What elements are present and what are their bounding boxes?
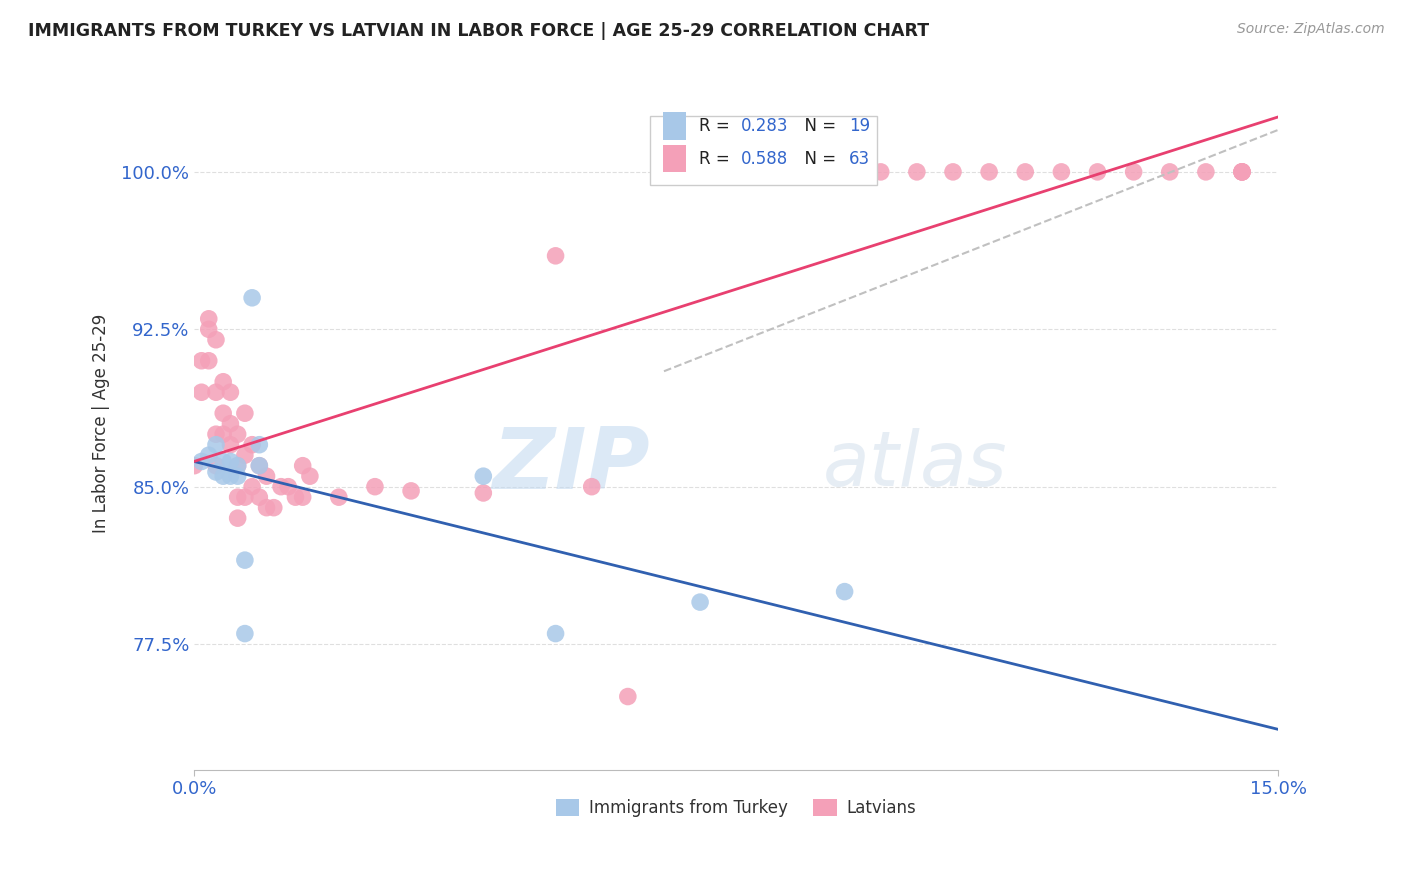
Text: ZIP: ZIP <box>492 424 650 507</box>
Text: 63: 63 <box>849 150 870 168</box>
Text: IMMIGRANTS FROM TURKEY VS LATVIAN IN LABOR FORCE | AGE 25-29 CORRELATION CHART: IMMIGRANTS FROM TURKEY VS LATVIAN IN LAB… <box>28 22 929 40</box>
Legend: Immigrants from Turkey, Latvians: Immigrants from Turkey, Latvians <box>550 792 922 824</box>
Point <box>797 165 820 179</box>
Point <box>364 480 387 494</box>
Text: R =: R = <box>699 150 735 168</box>
Point <box>544 249 567 263</box>
Point <box>183 458 205 473</box>
Point <box>205 333 228 347</box>
Point <box>233 626 256 640</box>
Point <box>834 165 856 179</box>
Point <box>291 458 314 473</box>
Point <box>212 469 235 483</box>
Point <box>1087 165 1109 179</box>
Point <box>1230 165 1253 179</box>
Point <box>197 353 219 368</box>
Text: N =: N = <box>793 117 841 135</box>
Point <box>233 406 256 420</box>
Point <box>247 458 270 473</box>
Point <box>263 500 285 515</box>
Point <box>219 469 242 483</box>
Point <box>270 480 292 494</box>
Point <box>219 417 242 431</box>
Text: R =: R = <box>699 117 735 135</box>
Point <box>761 165 783 179</box>
Point <box>1050 165 1073 179</box>
Point <box>226 469 249 483</box>
Point <box>1230 165 1253 179</box>
Point <box>544 626 567 640</box>
Point <box>212 427 235 442</box>
Point <box>190 454 212 468</box>
Text: N =: N = <box>793 150 841 168</box>
Text: atlas: atlas <box>823 428 1008 502</box>
Point <box>240 291 263 305</box>
Point <box>205 458 228 473</box>
Bar <box>662 145 686 172</box>
Bar <box>662 112 686 140</box>
Point <box>284 490 307 504</box>
FancyBboxPatch shape <box>650 116 877 185</box>
Point <box>581 480 603 494</box>
Point <box>233 553 256 567</box>
Point <box>247 490 270 504</box>
Point <box>205 427 228 442</box>
Text: 0.283: 0.283 <box>741 117 787 135</box>
Point <box>869 165 891 179</box>
Point <box>226 458 249 473</box>
Point <box>1195 165 1218 179</box>
Point <box>905 165 928 179</box>
Point <box>399 483 422 498</box>
Text: 19: 19 <box>849 117 870 135</box>
Point <box>652 165 675 179</box>
Point <box>298 469 321 483</box>
Text: Source: ZipAtlas.com: Source: ZipAtlas.com <box>1237 22 1385 37</box>
Point <box>226 490 249 504</box>
Point <box>197 322 219 336</box>
Point <box>472 486 495 500</box>
Point <box>1230 165 1253 179</box>
Point <box>190 385 212 400</box>
Point <box>212 406 235 420</box>
Point <box>247 458 270 473</box>
Point <box>689 165 711 179</box>
Point <box>1122 165 1144 179</box>
Point <box>233 448 256 462</box>
Point <box>256 469 278 483</box>
Point <box>205 465 228 479</box>
Point <box>1159 165 1181 179</box>
Point <box>212 454 235 468</box>
Point <box>617 690 640 704</box>
Point <box>233 490 256 504</box>
Point <box>689 595 711 609</box>
Point <box>219 438 242 452</box>
Point <box>725 165 748 179</box>
Point <box>205 438 228 452</box>
Point <box>197 448 219 462</box>
Point <box>219 385 242 400</box>
Point <box>212 375 235 389</box>
Point <box>472 469 495 483</box>
Point <box>1230 165 1253 179</box>
Point <box>1014 165 1036 179</box>
Point <box>226 427 249 442</box>
Point <box>328 490 350 504</box>
Point <box>240 438 263 452</box>
Point <box>226 511 249 525</box>
Point <box>977 165 1000 179</box>
Point <box>240 480 263 494</box>
Point <box>197 311 219 326</box>
Point <box>834 584 856 599</box>
Text: 0.588: 0.588 <box>741 150 787 168</box>
Point <box>205 385 228 400</box>
Point <box>226 458 249 473</box>
Point <box>291 490 314 504</box>
Point <box>256 500 278 515</box>
Point <box>247 438 270 452</box>
Point <box>277 480 299 494</box>
Y-axis label: In Labor Force | Age 25-29: In Labor Force | Age 25-29 <box>93 314 110 533</box>
Point <box>219 454 242 468</box>
Point <box>190 353 212 368</box>
Point <box>942 165 965 179</box>
